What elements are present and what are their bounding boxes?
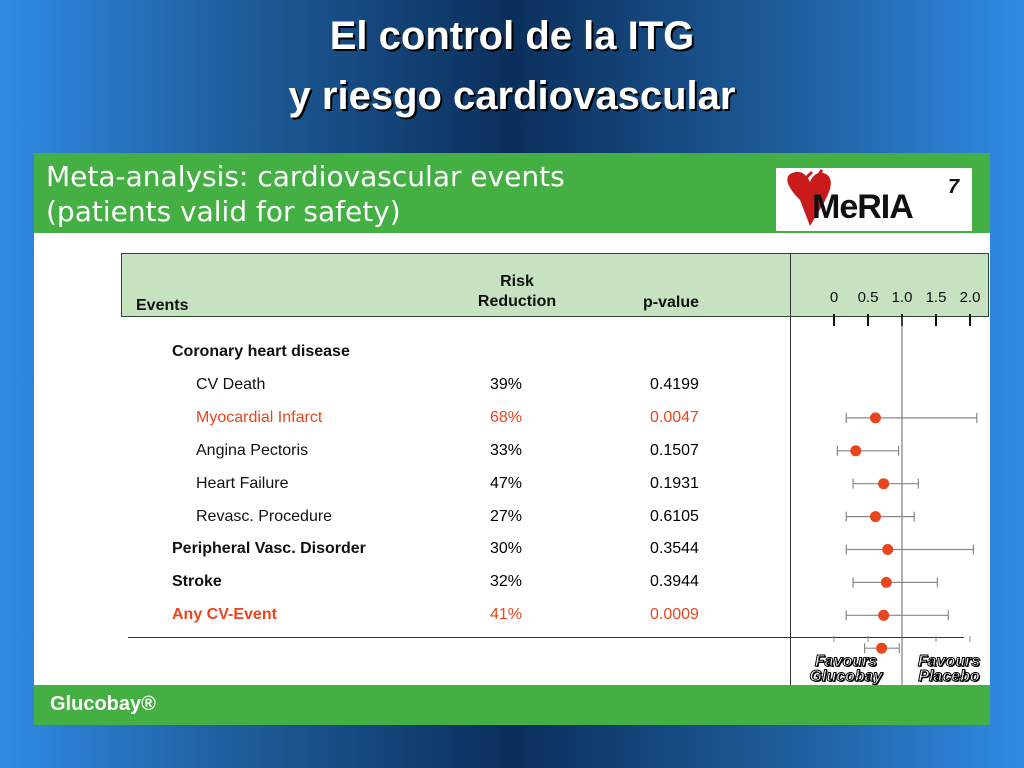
risk-reduction-value: 33% [490,441,523,459]
risk-reduction-value: 32% [490,573,523,591]
favours-placebo: Favours Placebo [904,653,994,685]
logo-superscript: 7 [948,176,960,198]
panel-heading-line1: Meta-analysis: cardiovascular events [46,160,565,193]
x-tick-label: 0.5 [857,289,879,306]
event-label: Revasc. Procedure [196,507,333,525]
col-header-risk: Risk Reduction [462,272,572,312]
p-value: 0.1931 [650,474,699,492]
p-value: 0.4199 [650,375,699,393]
point-estimate [882,544,894,555]
x-tick-label: 1.5 [925,289,947,306]
logo-text: MeRIA [812,188,914,226]
event-label: Stroke [172,573,222,591]
point-estimate [878,609,890,621]
p-value: 0.3944 [650,573,699,591]
event-label: Heart Failure [196,474,289,492]
point-estimate [850,445,862,457]
col-header-risk-line1: Risk [500,273,534,290]
table-header [121,253,989,317]
event-label: Any CV-Event [172,606,277,624]
event-label: Peripheral Vasc. Disorder [172,540,366,558]
event-label: Myocardial Infarct [196,408,323,426]
risk-reduction-value: 30% [490,540,523,558]
point-estimate [876,642,888,654]
risk-reduction-value: 27% [490,507,523,525]
point-estimate [869,412,881,424]
content-panel [34,153,990,725]
p-value: 0.0047 [650,408,699,426]
slide-title-line2: y riesgo cardiovascular [288,74,736,118]
event-label: CV Death [196,375,266,393]
risk-reduction-value: 68% [490,408,523,426]
plot-divider [790,253,791,685]
table-bottom-rule [128,637,964,638]
event-label: Angina Pectoris [196,441,309,459]
glucobay-brand: Glucobay® [50,693,156,715]
p-value: 0.6105 [650,507,699,525]
point-estimate [878,478,890,490]
col-header-events: Events [136,297,189,314]
favours-placebo-line1: Favours [917,653,981,670]
x-tick-label: 1.0 [891,289,913,306]
risk-reduction-value: 41% [490,606,523,624]
panel-heading-line2: (patients valid for safety) [46,195,401,228]
favours-placebo-line2: Placebo [918,668,980,685]
x-tick-label: 2.0 [959,289,981,306]
point-estimate [869,511,881,523]
x-tick-label: 0 [829,289,839,306]
col-header-risk-line2: Reduction [477,293,557,310]
col-header-pvalue: p-value [643,294,700,311]
p-value: 0.0009 [650,606,699,624]
favours-glucobay-line2: Glucobay [809,668,883,685]
p-value: 0.3544 [650,540,699,558]
footer-band [34,685,990,725]
slide-title-line1: El control de la ITG [329,14,695,58]
point-estimate [880,576,892,588]
event-label: Coronary heart disease [172,343,350,360]
p-value: 0.1507 [650,441,699,459]
favours-glucobay: Favours Glucobay [796,653,896,685]
risk-reduction-value: 39% [490,375,523,393]
favours-glucobay-line1: Favours [814,653,878,670]
risk-reduction-value: 47% [490,474,523,492]
